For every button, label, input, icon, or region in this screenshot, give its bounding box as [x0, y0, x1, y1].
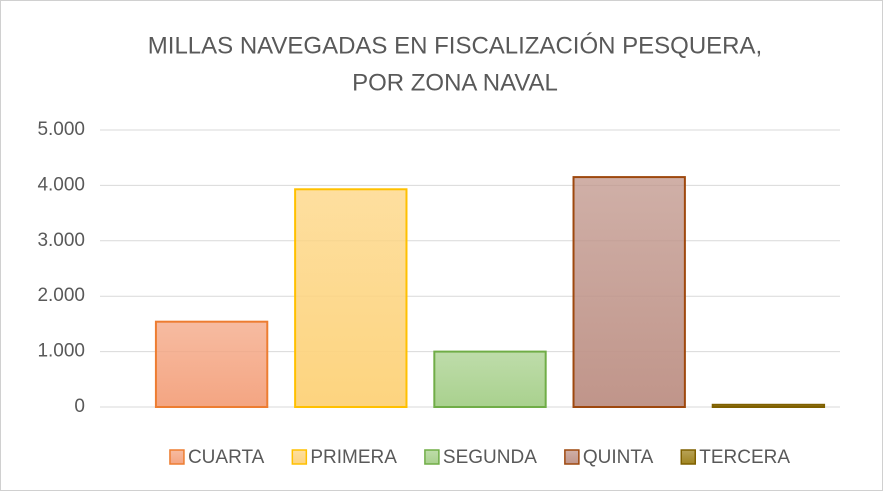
- y-tick-label: 1.000: [37, 341, 85, 362]
- y-tick-label: 3.000: [37, 230, 85, 251]
- y-tick-label: 2.000: [37, 285, 85, 306]
- y-tick-label: 5.000: [37, 119, 85, 140]
- legend-label: PRIMERA: [310, 447, 397, 468]
- bar: [294, 188, 408, 408]
- chart-title: MILLAS NAVEGADAS EN FISCALIZACIÓN PESQUE…: [148, 32, 762, 59]
- legend-swatch: [169, 449, 185, 465]
- legend-label: TERCERA: [699, 447, 790, 468]
- legend-label: QUINTA: [583, 447, 654, 468]
- bar: [154, 320, 269, 408]
- legend-swatch: [424, 449, 440, 465]
- chart-title: POR ZONA NAVAL: [352, 69, 558, 96]
- legend-label: SEGUNDA: [443, 447, 537, 468]
- bar: [433, 350, 547, 409]
- legend-swatch: [680, 449, 696, 465]
- bar: [572, 176, 686, 408]
- bar: [711, 403, 826, 408]
- y-tick-label: 0: [74, 396, 85, 417]
- legend-swatch: [564, 449, 580, 465]
- legend-swatch: [291, 449, 308, 465]
- legend-label: CUARTA: [188, 447, 265, 468]
- y-tick-label: 4.000: [37, 174, 85, 195]
